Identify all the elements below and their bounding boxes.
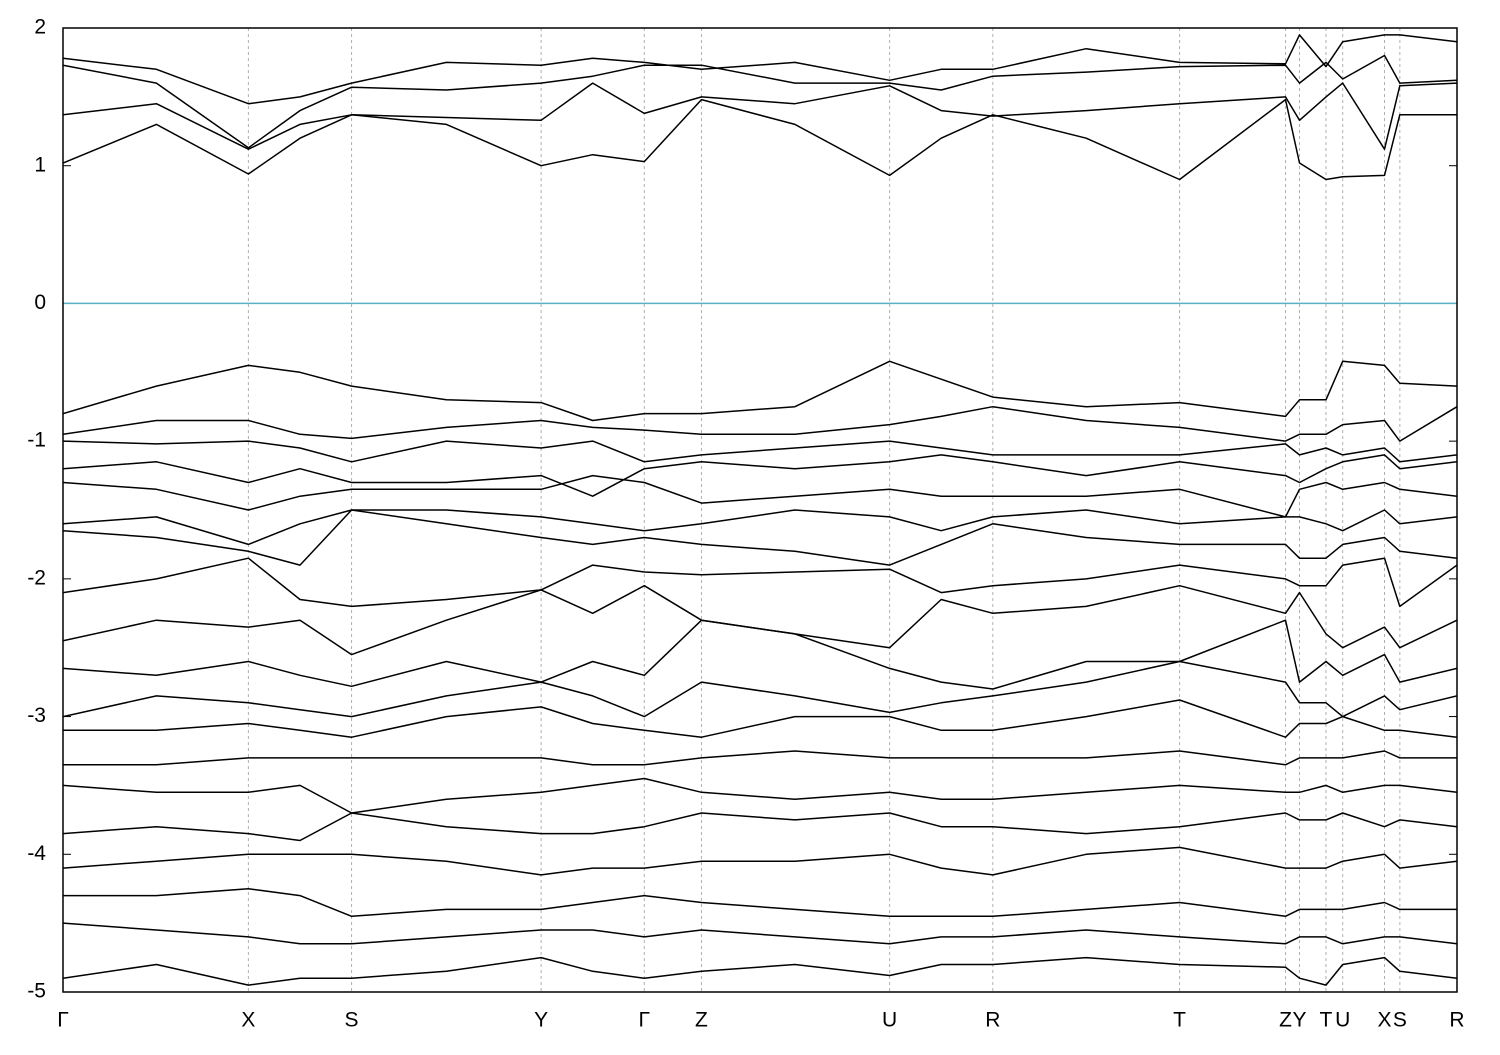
band-line bbox=[63, 922, 1457, 945]
band-line bbox=[63, 750, 1457, 766]
band-line bbox=[63, 509, 1457, 566]
band-line bbox=[63, 660, 1457, 718]
y-tick-label: -1 bbox=[27, 429, 46, 452]
band-line bbox=[63, 98, 1457, 181]
band-line bbox=[63, 812, 1457, 842]
y-tick-label: -3 bbox=[27, 704, 46, 727]
band-line bbox=[63, 82, 1457, 150]
band-line bbox=[63, 956, 1457, 986]
x-tick-label: X bbox=[241, 1009, 255, 1032]
x-tick-label: S bbox=[345, 1009, 359, 1032]
x-tick-label: S bbox=[1393, 1009, 1407, 1032]
band-line bbox=[63, 619, 1457, 690]
band-line bbox=[63, 509, 1457, 546]
x-tick-label: Y bbox=[534, 1009, 548, 1032]
band-line bbox=[63, 474, 1457, 518]
y-tick-label: -5 bbox=[27, 980, 46, 1003]
x-tick-label: Y bbox=[1292, 1009, 1306, 1032]
x-tick-label: X bbox=[1378, 1009, 1392, 1032]
x-tick-label: T bbox=[1320, 1009, 1333, 1032]
x-tick-label: R bbox=[1449, 1009, 1464, 1032]
band-line bbox=[63, 454, 1457, 497]
x-tick-label: Z bbox=[695, 1009, 708, 1032]
band-line bbox=[63, 699, 1457, 738]
band-line bbox=[63, 54, 1457, 149]
band-line bbox=[63, 777, 1457, 814]
x-tick-label: U bbox=[882, 1009, 897, 1032]
band-line bbox=[63, 584, 1457, 656]
y-tick-label: 1 bbox=[34, 153, 46, 176]
band-line bbox=[63, 887, 1457, 918]
x-tick-label: Γ bbox=[57, 1009, 69, 1032]
band-line bbox=[63, 846, 1457, 876]
y-tick-label: 2 bbox=[34, 16, 46, 39]
bands bbox=[63, 34, 1457, 986]
x-tick-label: T bbox=[1173, 1009, 1186, 1032]
x-tick-label: Z bbox=[1279, 1009, 1292, 1032]
y-tick-label: -4 bbox=[27, 842, 46, 865]
band-line bbox=[63, 440, 1457, 463]
x-tick-label: U bbox=[1335, 1009, 1350, 1032]
band-line bbox=[63, 34, 1457, 105]
x-tick-label: Γ bbox=[639, 1009, 651, 1032]
band-line bbox=[63, 557, 1457, 608]
x-tick-label: R bbox=[985, 1009, 1000, 1032]
plot-frame bbox=[62, 27, 1458, 993]
y-tick-label: 0 bbox=[34, 291, 46, 314]
y-tick-label: -2 bbox=[27, 566, 46, 589]
band-line bbox=[63, 405, 1457, 442]
band-line bbox=[63, 360, 1457, 422]
